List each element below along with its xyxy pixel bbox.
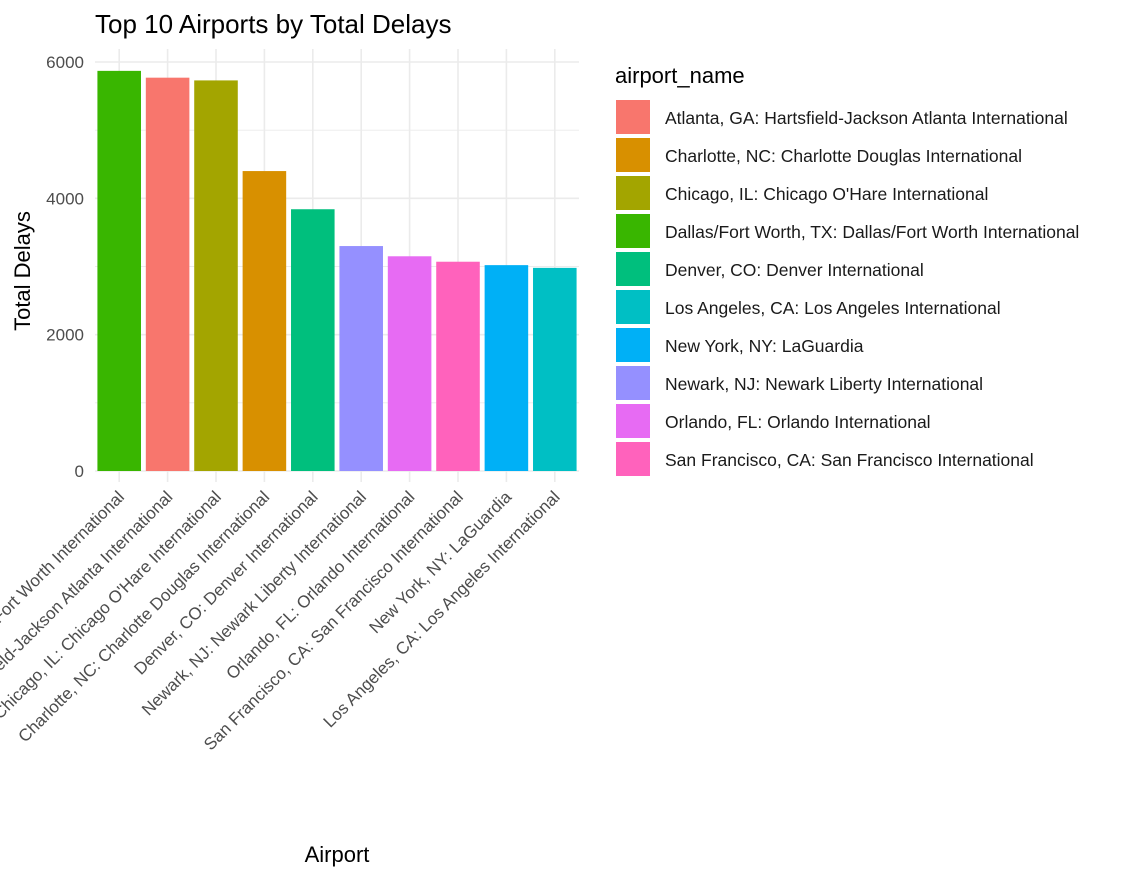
legend-key [616,252,650,286]
y-tick-label: 0 [75,462,84,481]
legend-key [616,442,650,476]
bar [339,246,383,471]
bars [97,70,577,472]
legend-label: Orlando, FL: Orlando International [665,412,931,432]
legend-key [616,100,650,134]
x-axis-ticks: Dallas/Fort Worth, TX: Dallas/Fort Worth… [0,487,564,785]
legend-label: Denver, CO: Denver International [665,260,924,280]
legend-key [616,138,650,172]
legend-label: Chicago, IL: Chicago O'Hare Internationa… [665,184,988,204]
y-axis-ticks: 0 2000 4000 6000 [46,53,84,481]
bar [484,265,529,471]
legend-label: Los Angeles, CA: Los Angeles Internation… [665,298,1001,318]
chart-title: Top 10 Airports by Total Delays [95,9,451,39]
legend-title: airport_name [615,63,745,88]
bar [436,261,480,471]
bar [145,77,190,471]
bar [242,171,287,472]
legend-key [616,404,650,438]
legend-key [616,290,650,324]
y-tick-label: 4000 [46,189,84,208]
legend-label: New York, NY: LaGuardia [665,336,864,356]
legend-key [616,366,650,400]
legend-label: Charlotte, NC: Charlotte Douglas Interna… [665,146,1022,166]
bar [533,267,577,471]
y-tick-label: 6000 [46,53,84,72]
legend-key [616,176,650,210]
legend-label: Newark, NJ: Newark Liberty International [665,374,983,394]
bar [194,80,238,471]
bar [291,209,335,472]
legend-label: Dallas/Fort Worth, TX: Dallas/Fort Worth… [665,222,1079,242]
bar [387,256,432,471]
legend-label: San Francisco, CA: San Francisco Interna… [665,450,1034,470]
legend-label: Atlanta, GA: Hartsfield-Jackson Atlanta … [665,108,1068,128]
x-tick-label: Newark, NJ: Newark Liberty International [138,487,370,719]
y-axis-title: Total Delays [10,211,35,331]
legend-key [616,328,650,362]
legend: airport_name Atlanta, GA: Hartsfield-Jac… [615,63,1079,476]
y-tick-label: 2000 [46,326,84,345]
x-axis-title: Airport [305,842,370,867]
legend-key [616,214,650,248]
bar [97,70,141,471]
